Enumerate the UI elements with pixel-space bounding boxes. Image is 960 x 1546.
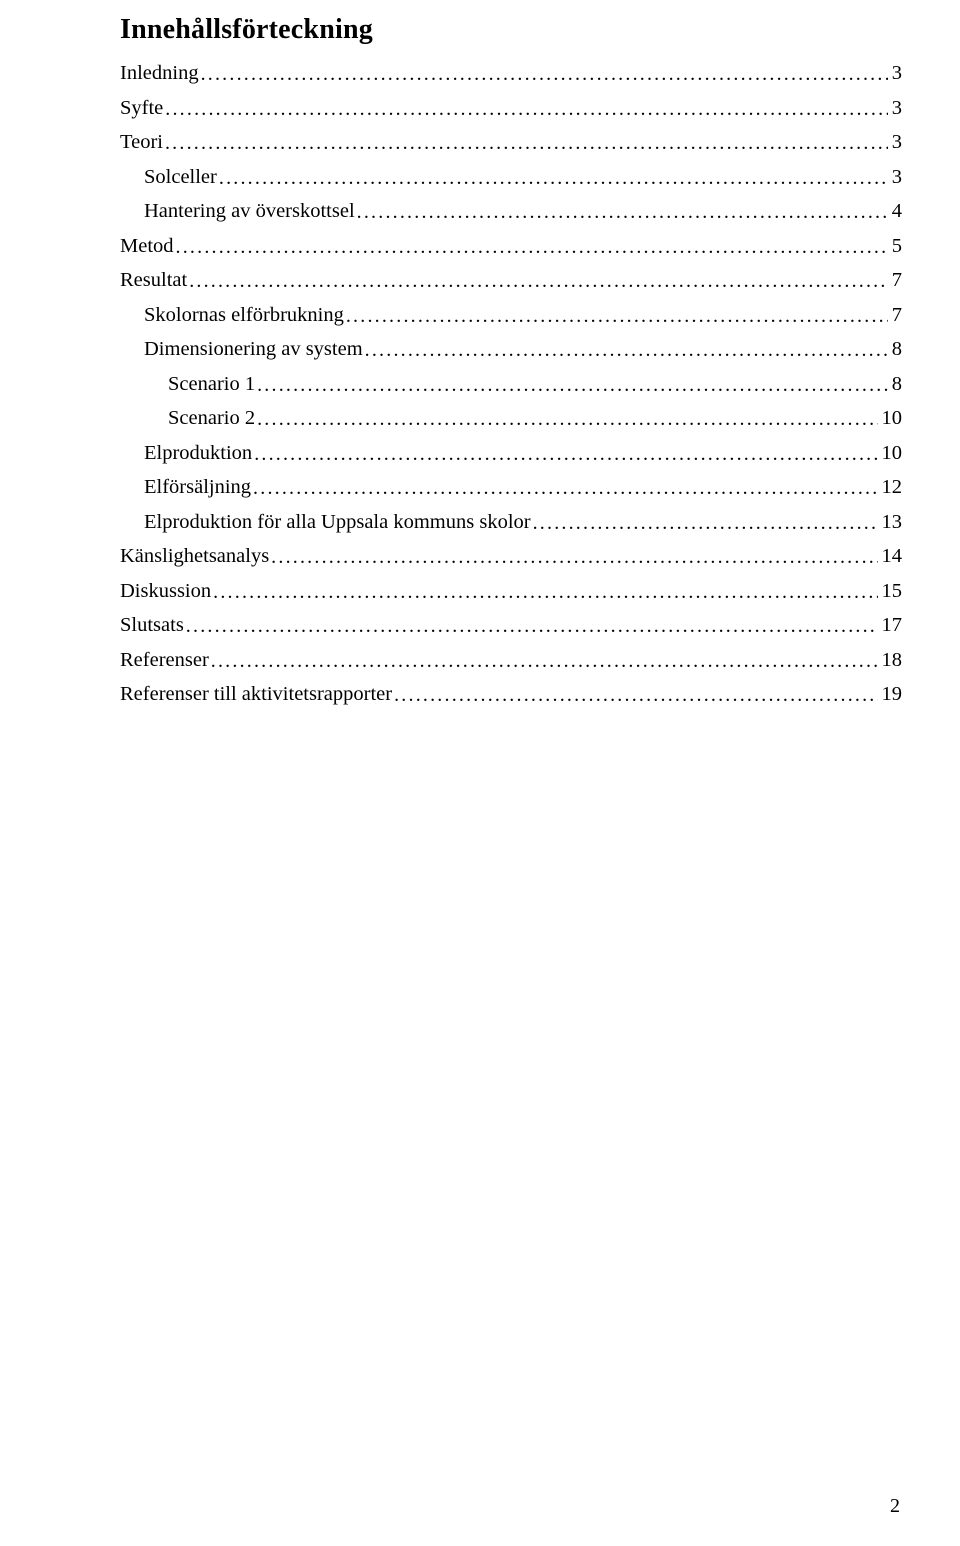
toc-entry[interactable]: Referenser 18 [120,643,902,678]
toc-entry-label: Metod [120,236,176,257]
toc-leader [394,685,877,705]
toc-entry-label: Skolornas elförbrukning [120,305,346,326]
toc-entry-label: Scenario 1 [120,374,257,395]
toc-entry-page: 3 [888,132,902,153]
document-page: Innehållsförteckning Inledning 3 Syfte 3… [0,0,960,1546]
toc-leader [271,547,877,567]
toc-entry[interactable]: Scenario 1 8 [120,367,902,402]
toc-entry[interactable]: Inledning 3 [120,56,902,91]
toc-entry-page: 8 [888,374,902,395]
toc-entry-page: 14 [878,546,903,567]
toc-entry[interactable]: Resultat 7 [120,263,902,298]
toc-entry-page: 12 [878,477,903,498]
toc-entry[interactable]: Scenario 2 10 [120,401,902,436]
toc-entry-page: 19 [878,684,903,705]
toc-title: Innehållsförteckning [120,14,902,46]
toc-leader [211,651,878,671]
toc-entry[interactable]: Slutsats 17 [120,608,902,643]
toc-entry[interactable]: Diskussion 15 [120,574,902,609]
toc-entry[interactable]: Elförsäljning 12 [120,470,902,505]
toc-entry-label: Referenser till aktivitetsrapporter [120,684,394,705]
toc-leader [346,306,888,326]
toc-entry-page: 5 [888,236,902,257]
toc-leader [257,375,888,395]
toc-entry-label: Teori [120,132,165,153]
toc-leader [365,340,888,360]
toc-entry-page: 13 [878,512,903,533]
toc-leader [533,513,878,533]
toc-entry-label: Inledning [120,63,201,84]
toc-entry-label: Elproduktion [120,443,254,464]
toc-entry-page: 18 [878,650,903,671]
toc-entry-page: 7 [888,305,902,326]
toc-entry-page: 10 [878,443,903,464]
toc-leader [189,271,888,291]
toc-entry[interactable]: Solceller 3 [120,160,902,195]
toc-leader [219,168,888,188]
toc-entry[interactable]: Skolornas elförbrukning 7 [120,298,902,333]
toc-entry-label: Känslighetsanalys [120,546,271,567]
toc-entry[interactable]: Hantering av överskottsel 4 [120,194,902,229]
toc-entry-page: 3 [888,63,902,84]
toc-entry[interactable]: Dimensionering av system 8 [120,332,902,367]
toc-entry[interactable]: Referenser till aktivitetsrapporter 19 [120,677,902,712]
toc-entry[interactable]: Teori 3 [120,125,902,160]
toc-entry-page: 17 [878,615,903,636]
toc-leader [201,64,888,84]
toc-leader [165,133,888,153]
toc-entry-label: Diskussion [120,581,213,602]
toc-entry-page: 3 [888,167,902,188]
toc-entry-page: 15 [878,581,903,602]
toc-entry-page: 3 [888,98,902,119]
toc-entry[interactable]: Metod 5 [120,229,902,264]
toc-entry[interactable]: Elproduktion 10 [120,436,902,471]
toc-leader [186,616,878,636]
toc-leader [257,409,877,429]
toc-entry-label: Resultat [120,270,189,291]
toc-entry-label: Dimensionering av system [120,339,365,360]
toc-entry[interactable]: Känslighetsanalys 14 [120,539,902,574]
toc-entry-label: Scenario 2 [120,408,257,429]
toc-leader [176,237,888,257]
toc-entry-label: Syfte [120,98,165,119]
toc-entry[interactable]: Syfte 3 [120,91,902,126]
toc-entry-label: Referenser [120,650,211,671]
toc-entry-page: 8 [888,339,902,360]
toc-leader [213,582,877,602]
page-number: 2 [890,1495,900,1518]
toc-list: Inledning 3 Syfte 3 Teori 3 Solceller 3 … [120,56,902,712]
toc-entry-page: 4 [888,201,902,222]
toc-leader [357,202,888,222]
toc-entry-page: 10 [878,408,903,429]
toc-leader [253,478,877,498]
toc-entry-label: Elproduktion för alla Uppsala kommuns sk… [120,512,533,533]
toc-leader [254,444,877,464]
toc-entry-label: Slutsats [120,615,186,636]
toc-entry-label: Elförsäljning [120,477,253,498]
toc-entry-label: Hantering av överskottsel [120,201,357,222]
toc-entry-page: 7 [888,270,902,291]
toc-leader [165,99,887,119]
toc-entry-label: Solceller [120,167,219,188]
toc-entry[interactable]: Elproduktion för alla Uppsala kommuns sk… [120,505,902,540]
